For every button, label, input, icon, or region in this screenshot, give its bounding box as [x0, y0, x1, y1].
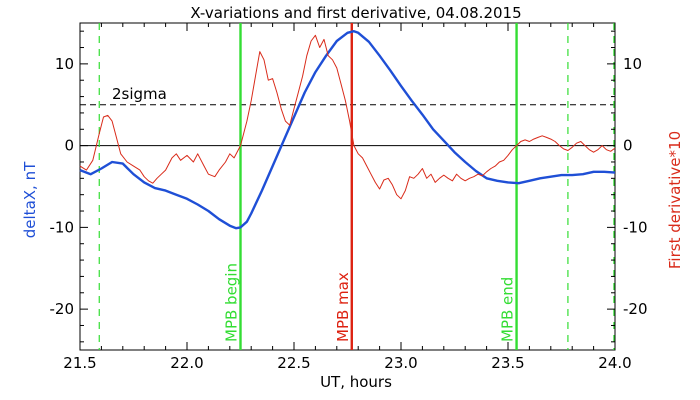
chart-title: X-variations and first derivative, 04.08… — [190, 4, 521, 22]
y-tick-label-right: 0 — [623, 137, 633, 155]
x-tick-label: 23.5 — [491, 354, 524, 372]
series-line-deltaX — [79, 30, 616, 230]
y-tick-label-left: 0 — [64, 137, 74, 155]
reference-line-label-sigma: 2sigma — [112, 85, 167, 103]
series-line-derivative — [79, 34, 616, 200]
y-tick-label-right: -10 — [623, 218, 648, 236]
y-tick-label-right: 10 — [623, 55, 642, 73]
y-tick-label-left: 10 — [55, 55, 74, 73]
vertical-line-label-mpb-end: MPB end — [499, 277, 517, 342]
x-tick-label: 22.0 — [170, 354, 203, 372]
x-tick-label: 23.0 — [384, 354, 417, 372]
x-axis-label: UT, hours — [320, 373, 392, 391]
x-tick-label: 22.5 — [277, 354, 310, 372]
vertical-line-label-mpb-begin: MPB begin — [223, 263, 241, 342]
y-tick-label-right: -20 — [623, 300, 648, 318]
vertical-line-label-mpb-max: MPB max — [334, 272, 352, 342]
plot-frame — [79, 22, 616, 351]
x-tick-label: 21.5 — [63, 354, 96, 372]
y-tick-label-left: -10 — [50, 218, 75, 236]
plot-area: 2sigma MPB begin MPB max MPB end 21.5 22.0 22.… — [50, 22, 648, 372]
y-tick-label-left: -20 — [50, 300, 75, 318]
x-tick-label: 24.0 — [598, 354, 631, 372]
y-axis-label-left: deltaX, nT — [21, 161, 39, 238]
y-axis-label-right: First derivative*10 — [666, 131, 684, 269]
